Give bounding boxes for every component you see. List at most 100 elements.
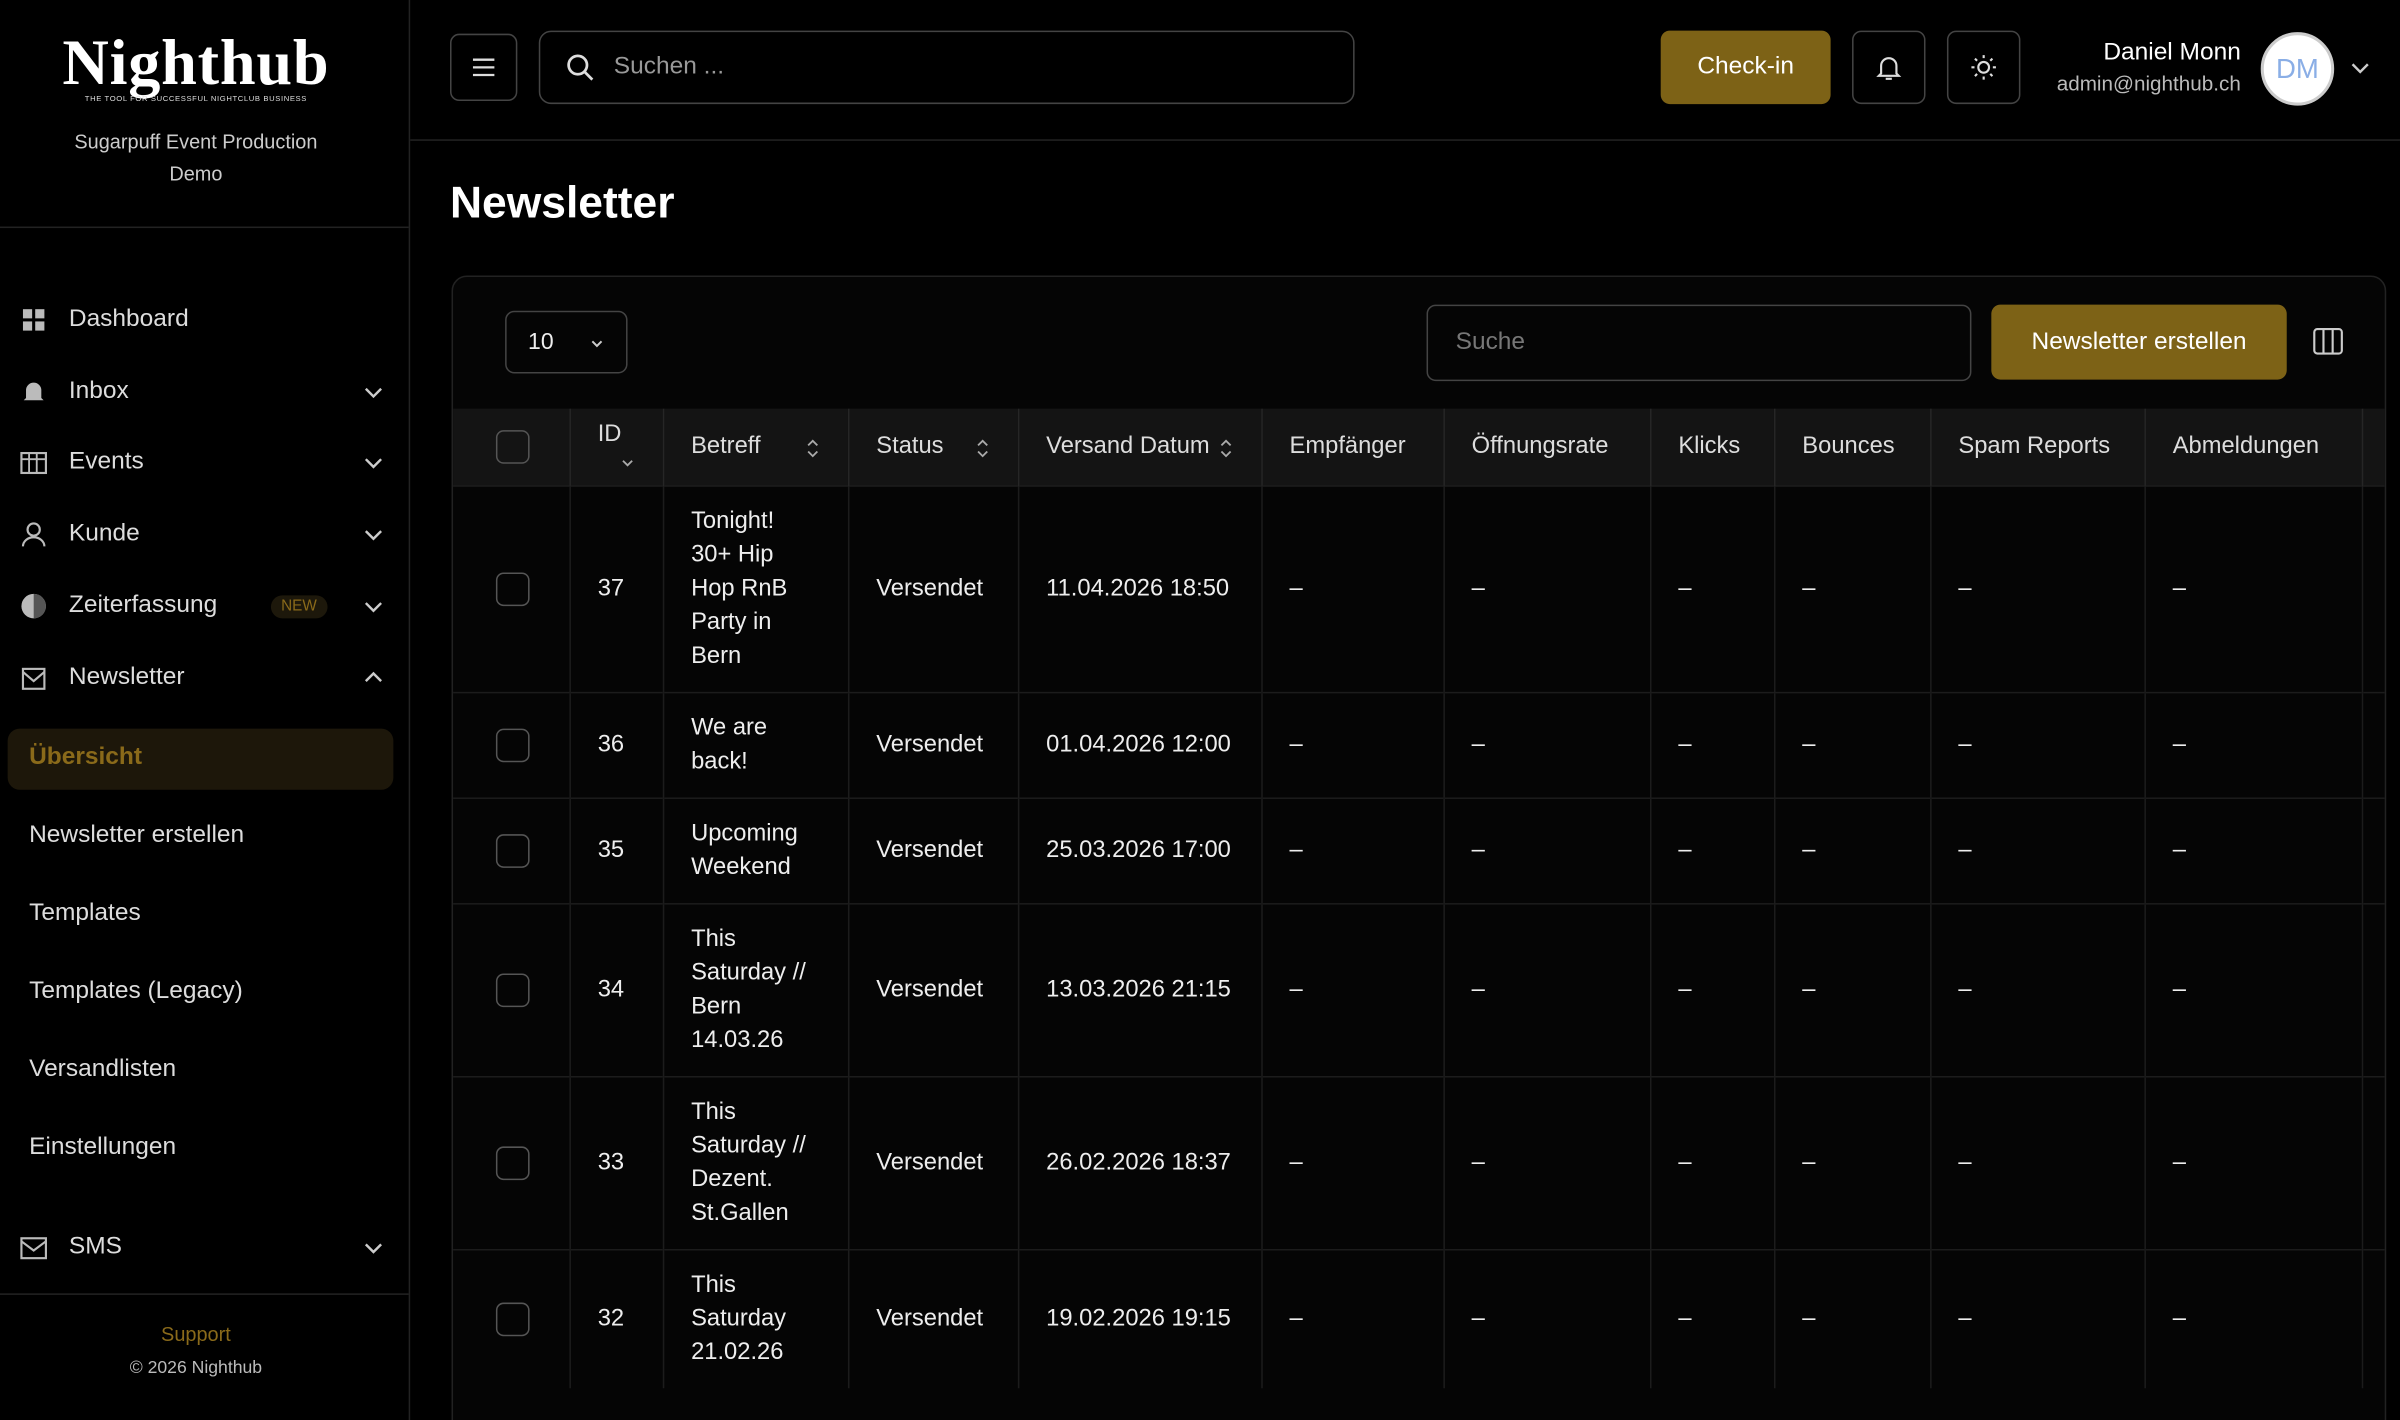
nav-item[interactable]: SMS: [18, 1224, 385, 1270]
cell: Upcoming Weekend: [662, 797, 849, 904]
cell: –: [1649, 1248, 1775, 1389]
nav-label: Kunde: [68, 520, 140, 547]
column-header[interactable]: Status: [847, 408, 1019, 486]
header-row: ID Betreff Status Versand Datum Empfänger Öff…: [453, 408, 2385, 486]
nav-item[interactable]: Zeiterfassung NEW: [18, 583, 385, 629]
nav-label: SMS: [68, 1233, 122, 1260]
notifications-button[interactable]: [1852, 30, 1926, 105]
create-button[interactable]: Newsletter erstellen: [1991, 304, 2287, 380]
cell: [453, 691, 571, 799]
column-header[interactable]: Betreff: [662, 408, 849, 486]
column-label: Öffnungsrate: [1471, 433, 1609, 460]
cell: –: [2144, 1248, 2363, 1389]
nav-item[interactable]: Kunde: [18, 511, 385, 557]
header-cell: [453, 408, 571, 486]
checkbox[interactable]: [495, 430, 530, 464]
chevron: [364, 458, 382, 469]
support-link[interactable]: Support: [161, 1322, 231, 1346]
active-bg: [7, 728, 394, 790]
cell: –: [1261, 797, 1445, 904]
checkbox[interactable]: [495, 728, 530, 763]
icon: [1971, 55, 1996, 80]
cell: –: [1930, 691, 2146, 799]
cell: [2361, 1248, 2385, 1389]
divider: [0, 226, 409, 229]
cell: 01.04.2026 12:00: [1017, 691, 1262, 799]
submenu-item[interactable]: Einstellungen: [29, 1134, 177, 1161]
cell: –: [1649, 797, 1775, 904]
copyright: © 2026 Nighthub: [129, 1359, 263, 1378]
cell: [2361, 903, 2385, 1077]
icon: [23, 382, 44, 401]
cell: –: [2144, 485, 2363, 693]
user-email: admin@nighthub.ch: [2056, 71, 2241, 95]
cell: [2361, 1076, 2385, 1250]
theme-button[interactable]: [1946, 30, 2021, 105]
column-header[interactable]: ID: [569, 408, 664, 486]
tagline: THE TOOL FOR SUCCESSFUL NIGHTCLUB BUSINE…: [84, 94, 308, 105]
cell: [453, 797, 571, 904]
submenu-item[interactable]: Templates: [29, 899, 141, 927]
organization: Sugarpuff Event Production Demo: [0, 126, 392, 190]
cell: –: [1443, 797, 1651, 904]
user-name: Daniel Monn: [2103, 39, 2241, 66]
nav-item[interactable]: Dashboard: [18, 297, 385, 343]
checkbox[interactable]: [495, 572, 530, 607]
icon: [20, 1237, 47, 1260]
checkbox[interactable]: [495, 973, 530, 1008]
cell: Versendet: [847, 691, 1019, 799]
cell: –: [2144, 691, 2363, 799]
newsletter-table: ID Betreff Status Versand Datum Empfänger Öff…: [453, 408, 2385, 1389]
cell: Versendet: [847, 903, 1019, 1077]
checkbox[interactable]: [495, 834, 530, 868]
cell: [453, 903, 571, 1077]
table-row: 36 We are back! Versendet 01.04.2026 12:00–…: [453, 691, 2385, 799]
cell: –: [1649, 485, 1775, 693]
header: Suchen ... Check-in Daniel Monn admin@ni…: [410, 0, 2400, 141]
nav-item[interactable]: Events: [18, 439, 385, 485]
page-size-select[interactable]: 10: [505, 310, 628, 374]
cell: [2361, 797, 2385, 904]
columns-toggle[interactable]: [2313, 328, 2344, 356]
chevron: [364, 530, 382, 541]
column-header: Öffnungsrate: [1443, 408, 1651, 486]
cell: 19.02.2026 19:15: [1017, 1248, 1262, 1389]
nav-item[interactable]: Inbox: [18, 369, 385, 415]
cell: –: [1773, 691, 1931, 799]
submenu-item[interactable]: Templates (Legacy): [29, 978, 243, 1005]
avatar[interactable]: DM: [2260, 32, 2335, 106]
nav-item[interactable]: Newsletter: [18, 655, 385, 701]
cell: 32: [569, 1248, 664, 1389]
cell: –: [2144, 797, 2363, 904]
column-header: Abmeldungen: [2144, 408, 2363, 486]
cell: 36: [569, 691, 664, 799]
cell: This Saturday // Bern 14.03.26: [662, 903, 849, 1077]
nav-label: Zeiterfassung: [68, 592, 218, 619]
search-box[interactable]: Suchen ...: [538, 30, 1355, 105]
submenu-item[interactable]: Versandlisten: [29, 1056, 177, 1083]
chevron[interactable]: [2348, 55, 2372, 79]
cell: Tonight! 30+ Hip Hop RnB Party in Bern: [662, 485, 849, 693]
submenu-item[interactable]: Newsletter erstellen: [29, 821, 245, 848]
table-search[interactable]: Suche: [1426, 304, 1972, 382]
checkbox[interactable]: [495, 1146, 530, 1181]
table-row: 35 Upcoming Weekend Versendet 25.03.2026 17…: [453, 797, 2385, 904]
checkin-button[interactable]: Check-in: [1660, 30, 1831, 105]
sort-icon: [806, 439, 818, 458]
submenu-item[interactable]: Übersicht: [29, 743, 143, 770]
column-header[interactable]: Versand Datum: [1017, 408, 1262, 486]
cell: 37: [569, 485, 664, 693]
new-badge: NEW: [270, 594, 328, 618]
header-cell: [2361, 408, 2385, 486]
checkbox[interactable]: [495, 1302, 530, 1337]
menu-button[interactable]: [449, 33, 518, 102]
cell: Versendet: [847, 485, 1019, 693]
cell: –: [1443, 1248, 1651, 1389]
search-placeholder: Suche: [1455, 329, 1526, 356]
cell: –: [1261, 1248, 1445, 1389]
cell: [2361, 485, 2385, 693]
cell: 25.03.2026 17:00: [1017, 797, 1262, 904]
cell: –: [1649, 691, 1775, 799]
sidebar: Nighthub THE TOOL FOR SUCCESSFUL NIGHTCL…: [0, 0, 411, 1420]
